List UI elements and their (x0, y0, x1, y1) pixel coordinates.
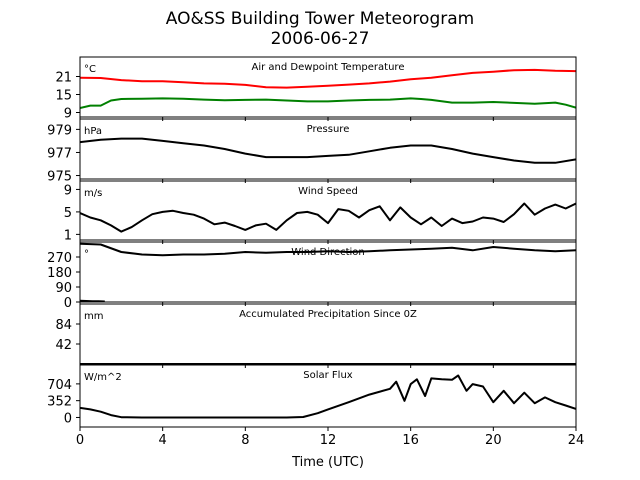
panel-2-ytick-label-0: 1 (64, 228, 72, 243)
panel-4-title: Accumulated Precipitation Since 0Z (239, 309, 417, 320)
x-axis-label: Time (UTC) (291, 455, 364, 470)
panel-3-series-1 (80, 299, 105, 302)
panel-4-ytick-label-0: 42 (55, 338, 72, 353)
panel-4: 42 84 Accumulated Precipitation Since 0Z mm (55, 303, 577, 368)
panel-1-title: Pressure (307, 124, 350, 135)
panel-3-ytick-label-2: 180 (47, 266, 72, 281)
panel-1-ytick-label-0: 975 (47, 170, 72, 185)
panel-5-title: Solar Flux (303, 370, 353, 381)
panel-5-unit: W/m^2 (84, 372, 122, 383)
panel-0-ytick-label-1: 15 (55, 89, 72, 104)
xtick-label-1: 4 (159, 433, 167, 448)
xtick-label-0: 0 (76, 433, 84, 448)
xtick-label-2: 8 (241, 433, 249, 448)
panel-0-series-0 (80, 68, 576, 89)
panel-5-ytick-label-0: 0 (64, 411, 72, 426)
xtick-label-4: 16 (402, 433, 419, 448)
x-axis: 0 4 8 12 16 20 24 (76, 433, 584, 448)
xtick-label-5: 20 (485, 433, 502, 448)
panel-0-series-1 (80, 97, 576, 109)
panel-2-series-0 (80, 202, 576, 233)
panel-2-ytick-label-1: 5 (64, 206, 72, 221)
panel-2: 1 5 9 Wind Speed m/s (64, 180, 577, 244)
panel-3-ytick-label-3: 270 (47, 251, 72, 266)
panel-3-series-0 (80, 242, 576, 257)
figure-title-line1: AO&SS Building Tower Meteorogram (166, 9, 474, 29)
panel-2-ytick-label-2: 9 (64, 183, 72, 198)
xtick-label-3: 12 (320, 433, 337, 448)
figure-title-line2: 2006-06-27 (271, 29, 370, 49)
panel-0-ytick-label-2: 21 (55, 71, 72, 86)
panel-0: 9 15 21 Air and Dewpoint Temperature °C (55, 56, 577, 122)
panel-2-unit: m/s (84, 188, 102, 199)
panel-3-unit: ° (84, 249, 89, 260)
panel-2-title: Wind Speed (298, 186, 358, 197)
panel-0-ytick-label-0: 9 (64, 107, 72, 122)
panel-3-ytick-label-0: 0 (64, 296, 72, 311)
panel-5-ytick-label-1: 352 (47, 395, 72, 410)
panel-4-unit: mm (84, 311, 103, 322)
panel-5-series-0 (80, 374, 576, 419)
panel-3-title: Wind Direction (291, 247, 365, 258)
panel-1-series-0 (80, 137, 576, 164)
panel-5-ytick-label-2: 704 (47, 378, 72, 393)
panel-3-ytick-label-1: 90 (55, 281, 72, 296)
xtick-label-6: 24 (568, 433, 585, 448)
panel-0-title: Air and Dewpoint Temperature (252, 62, 405, 73)
panel-1: 975 977 979 Pressure hPa (47, 118, 577, 185)
panel-1-ytick-label-1: 977 (47, 146, 72, 161)
panel-1-ytick-label-2: 979 (47, 123, 72, 138)
panel-0-unit: °C (84, 64, 96, 75)
panel-1-unit: hPa (84, 126, 102, 137)
panel-4-ytick-label-1: 84 (55, 318, 72, 333)
